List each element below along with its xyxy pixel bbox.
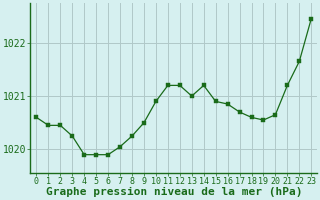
X-axis label: Graphe pression niveau de la mer (hPa): Graphe pression niveau de la mer (hPa) (45, 187, 302, 197)
